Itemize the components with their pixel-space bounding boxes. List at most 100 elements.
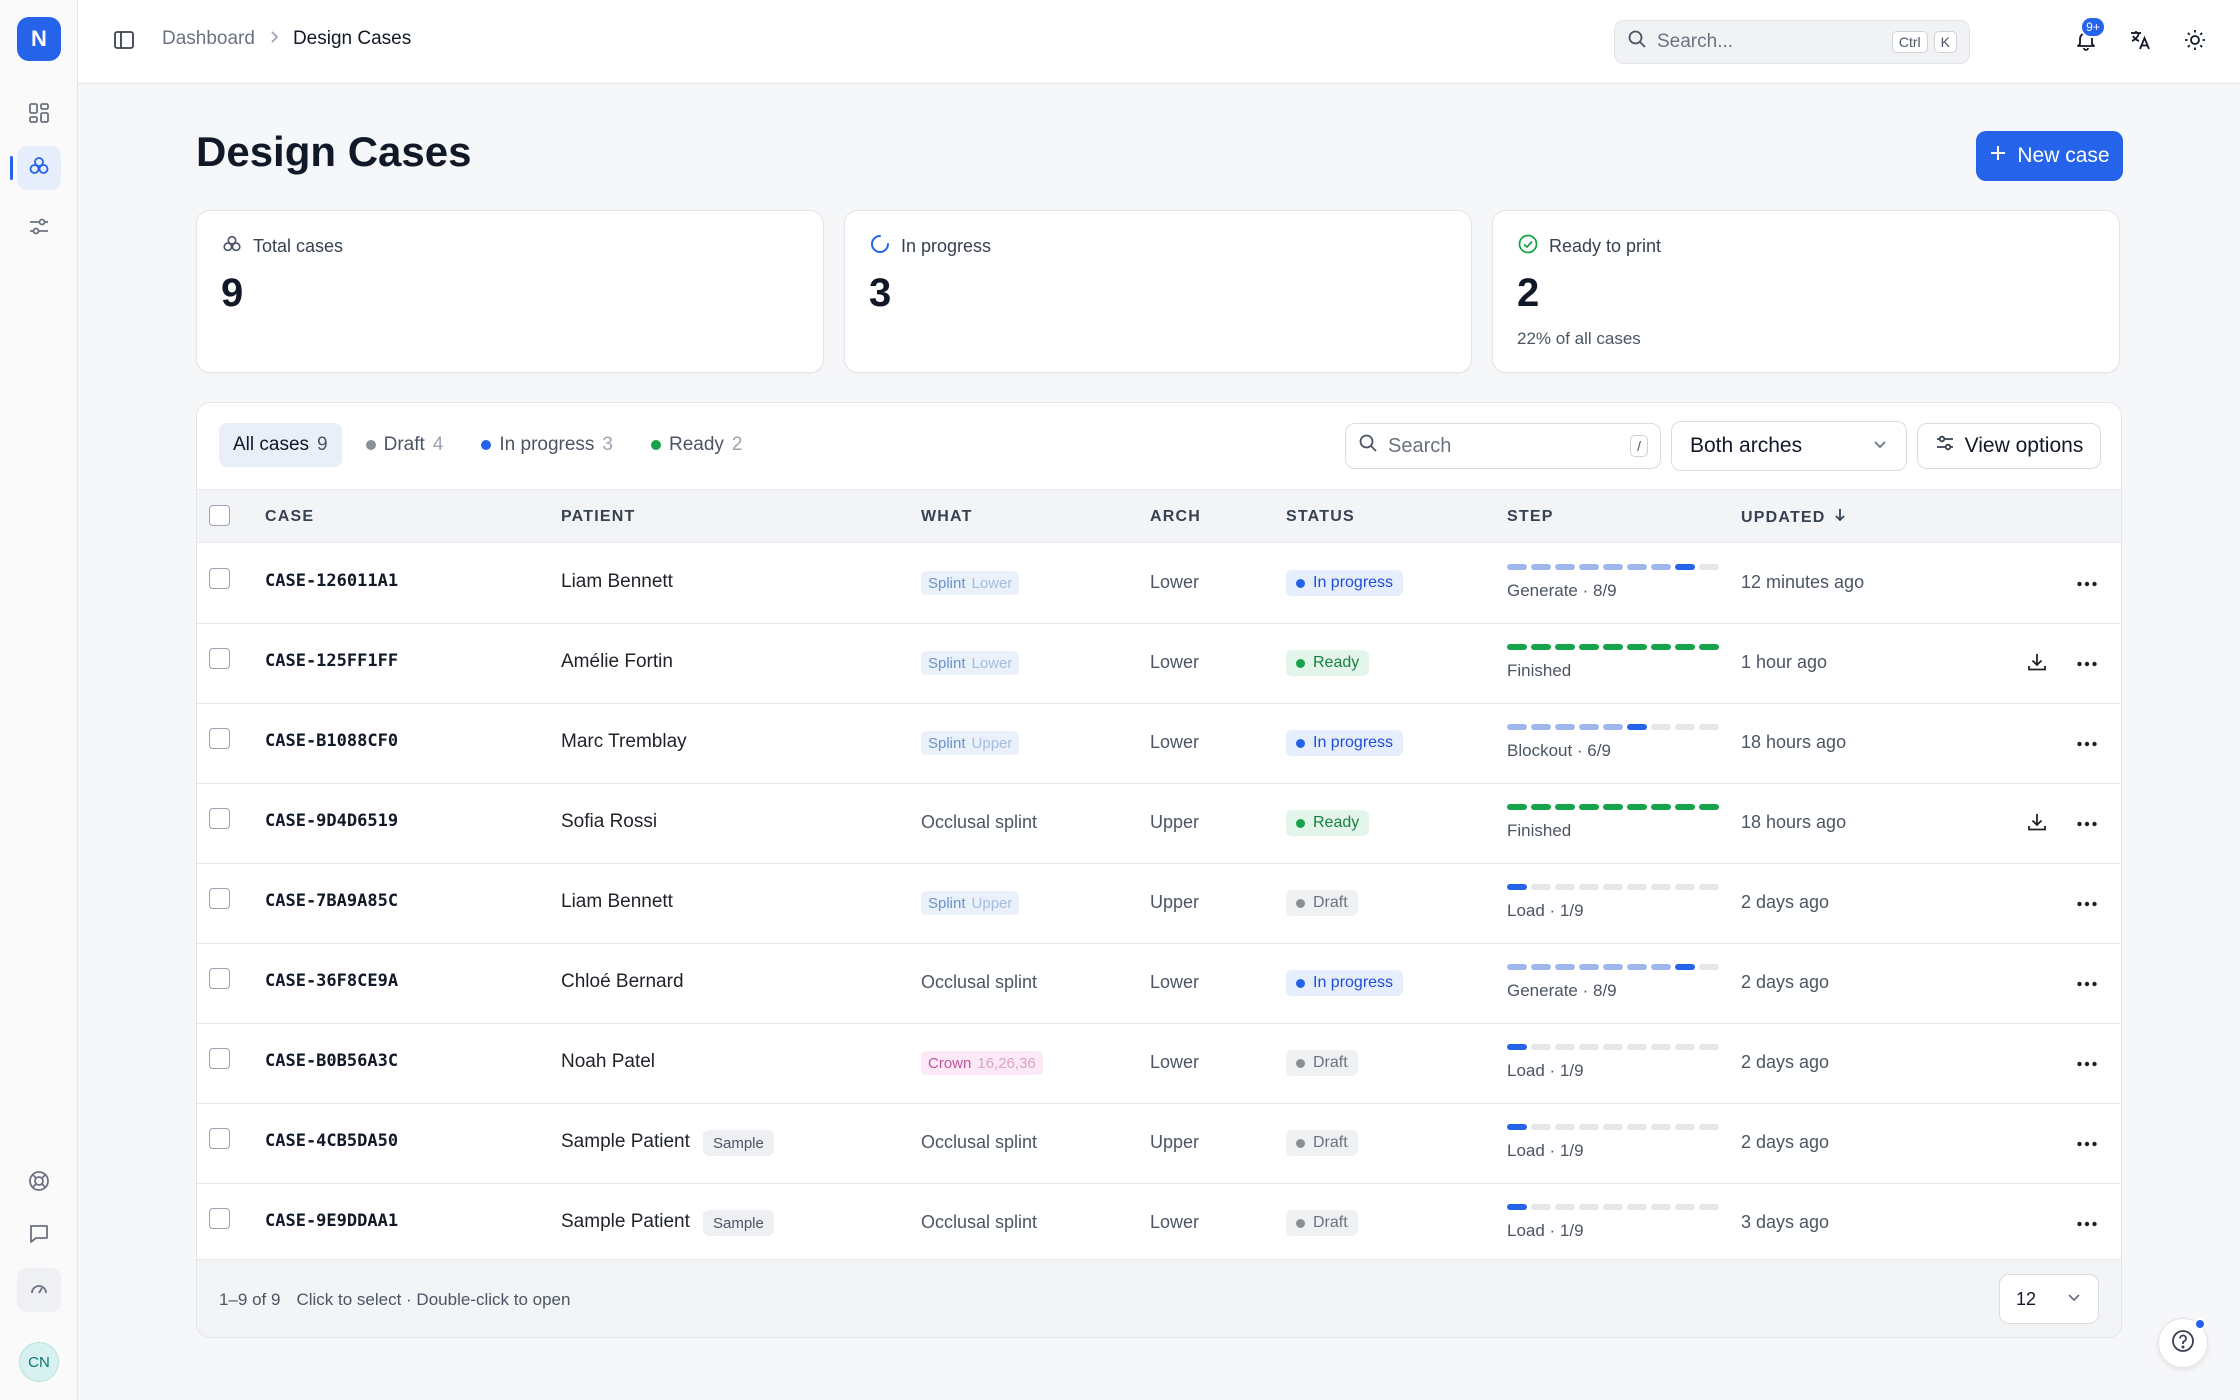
patient-name: Chloé Bernard <box>561 971 684 992</box>
page-size-select[interactable]: 12 <box>1999 1274 2099 1324</box>
row-checkbox[interactable] <box>209 888 230 909</box>
step-progress <box>1507 964 1719 970</box>
table-row[interactable]: CASE-7BA9A85C Liam Bennett Splint Upper Uppe… <box>197 864 2121 944</box>
row-menu-button[interactable] <box>2071 1128 2103 1160</box>
column-arch[interactable]: ARCH <box>1150 508 1202 525</box>
step-segment <box>1675 724 1695 730</box>
table-row[interactable]: CASE-4CB5DA50 Sample Patient Sample Occlusa… <box>197 1104 2121 1184</box>
row-checkbox[interactable] <box>209 568 230 589</box>
step-segment <box>1531 1204 1551 1210</box>
filter-ready[interactable]: Ready 2 <box>637 423 757 467</box>
column-status[interactable]: STATUS <box>1286 508 1355 525</box>
table-row[interactable]: CASE-9D4D6519 Sofia Rossi Occlusal splint U… <box>197 784 2121 864</box>
table-search-input[interactable]: Search / <box>1345 423 1661 469</box>
step-segment <box>1675 804 1695 810</box>
row-menu-button[interactable] <box>2071 648 2103 680</box>
table-row[interactable]: CASE-B1088CF0 Marc Tremblay Splint Upper Low… <box>197 704 2121 784</box>
row-checkbox[interactable] <box>209 968 230 989</box>
step-segment <box>1579 724 1599 730</box>
row-checkbox[interactable] <box>209 1208 230 1229</box>
step-segment <box>1675 564 1695 570</box>
row-checkbox[interactable] <box>209 808 230 829</box>
case-id: CASE-9D4D6519 <box>265 811 399 831</box>
step-segment <box>1603 564 1623 570</box>
toggle-sidebar-button[interactable] <box>108 26 140 58</box>
row-checkbox[interactable] <box>209 1048 230 1069</box>
more-horizontal-icon <box>2076 575 2098 593</box>
theme-toggle-button[interactable] <box>2175 22 2215 62</box>
table-row[interactable]: CASE-126011A1 Liam Bennett Splint Lower Lowe… <box>197 544 2121 624</box>
column-step[interactable]: STEP <box>1507 508 1554 525</box>
step-segment <box>1603 1044 1623 1050</box>
updated-time: 18 hours ago <box>1741 812 1847 832</box>
row-menu-button[interactable] <box>2071 568 2103 600</box>
status-dot <box>1296 658 1305 668</box>
table-row[interactable]: CASE-B0B56A3C Noah Patel Crown 16,26,36 Lowe… <box>197 1024 2121 1104</box>
download-button[interactable] <box>2021 808 2053 840</box>
language-button[interactable] <box>2120 22 2160 62</box>
step-segment <box>1603 884 1623 890</box>
new-case-button[interactable]: New case <box>1976 131 2123 181</box>
updated-time: 18 hours ago <box>1741 732 1847 752</box>
performance-button[interactable] <box>17 1268 61 1312</box>
help-button[interactable] <box>2158 1318 2208 1368</box>
row-menu-button[interactable] <box>2071 1208 2103 1240</box>
step-segment <box>1675 884 1695 890</box>
row-menu-button[interactable] <box>2071 1048 2103 1080</box>
step-segment <box>1651 1204 1671 1210</box>
kbd-k: K <box>1933 31 1957 53</box>
row-menu-button[interactable] <box>2071 728 2103 760</box>
filter-label: All cases <box>233 434 310 455</box>
step-segment <box>1579 1124 1599 1130</box>
step-segment <box>1531 724 1551 730</box>
table-row[interactable]: CASE-36F8CE9A Chloé Bernard Occlusal splin… <box>197 944 2121 1024</box>
step-segment <box>1627 804 1647 810</box>
status-dot <box>1296 1138 1305 1148</box>
table-row[interactable]: CASE-9E9DDAA1 Sample Patient Sample Occlusa… <box>197 1184 2121 1264</box>
row-checkbox[interactable] <box>209 728 230 749</box>
stat-card-total: Total cases 9 <box>196 210 824 373</box>
step-segment <box>1603 1124 1623 1130</box>
feedback-button[interactable] <box>17 1214 61 1258</box>
step-segment <box>1507 1204 1527 1210</box>
column-updated[interactable]: UPDATED <box>1741 508 1846 527</box>
step-segment <box>1507 644 1527 650</box>
arch-select-value: Both arches <box>1690 434 1803 457</box>
row-checkbox[interactable] <box>209 648 230 669</box>
breadcrumb-dashboard[interactable]: Dashboard <box>162 28 255 49</box>
app-logo[interactable]: N <box>17 17 61 61</box>
filter-label: Draft <box>383 434 425 455</box>
updated-time: 2 days ago <box>1741 1052 1830 1072</box>
row-menu-button[interactable] <box>2071 808 2103 840</box>
filter-all[interactable]: All cases 9 <box>219 423 342 467</box>
case-id: CASE-7BA9A85C <box>265 891 399 911</box>
step-segment <box>1675 644 1695 650</box>
step-segment <box>1627 644 1647 650</box>
column-what[interactable]: WHAT <box>921 508 973 525</box>
arch-select[interactable]: Both arches <box>1671 421 1907 471</box>
avatar[interactable]: CN <box>19 1342 59 1382</box>
step-segment <box>1507 1044 1527 1050</box>
sidebar-item-settings[interactable] <box>17 207 61 251</box>
filter-in-progress[interactable]: In progress 3 <box>467 423 627 467</box>
filter-draft[interactable]: Draft 4 <box>352 423 458 467</box>
active-indicator <box>10 156 13 180</box>
sidebar-item-dashboard[interactable] <box>17 93 61 137</box>
sidebar-item-design-cases[interactable] <box>17 146 61 190</box>
column-case[interactable]: CASE <box>265 508 315 525</box>
step-label: Finished <box>1507 821 1572 840</box>
step-segment <box>1627 1124 1647 1130</box>
support-button[interactable] <box>17 1161 61 1205</box>
step-progress <box>1507 1204 1719 1210</box>
global-search[interactable]: Search... Ctrl K <box>1614 20 1970 64</box>
row-checkbox[interactable] <box>209 1128 230 1149</box>
view-options-button[interactable]: View options <box>1917 423 2101 469</box>
status-dot <box>1296 738 1305 748</box>
select-all-checkbox[interactable] <box>209 505 230 526</box>
table-row[interactable]: CASE-125FF1FF Amélie Fortin Splint Lower Low… <box>197 624 2121 704</box>
column-patient[interactable]: PATIENT <box>561 508 636 525</box>
download-button[interactable] <box>2021 648 2053 680</box>
row-menu-button[interactable] <box>2071 968 2103 1000</box>
step-segment <box>1555 884 1575 890</box>
row-menu-button[interactable] <box>2071 888 2103 920</box>
